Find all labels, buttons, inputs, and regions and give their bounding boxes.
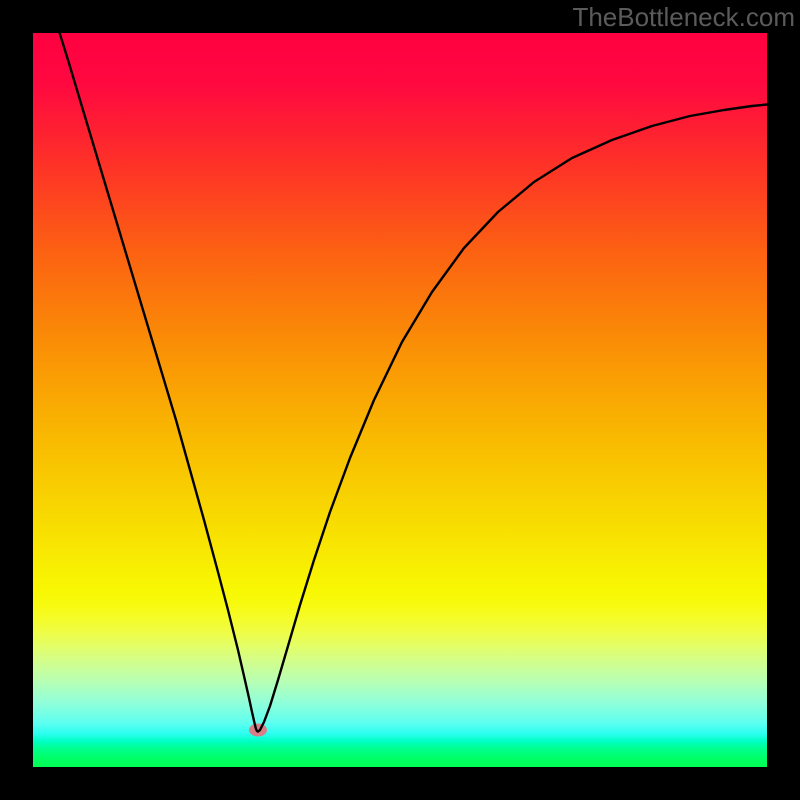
watermark-text: TheBottleneck.com bbox=[572, 2, 795, 33]
chart-canvas bbox=[0, 0, 800, 800]
gradient-background bbox=[33, 33, 767, 767]
